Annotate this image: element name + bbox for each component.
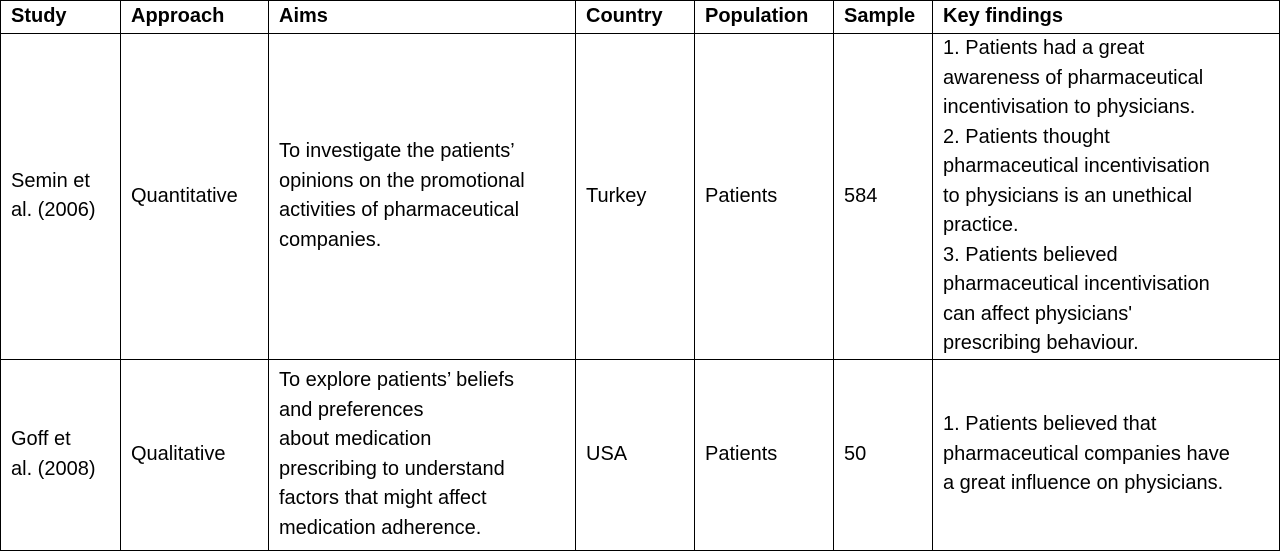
header-population: Population <box>694 0 834 34</box>
study-cell: Goff et al. (2008) <box>0 358 121 551</box>
approach-cell: Quantitative <box>120 33 269 360</box>
aims-line: opinions on the promotional <box>279 169 525 192</box>
findings-line: 1. Patients believed that <box>943 413 1157 436</box>
header-sample: Sample <box>833 0 933 34</box>
study-cell: Semin et al. (2006) <box>0 33 121 360</box>
aims-line: To explore patients’ beliefs <box>279 369 514 391</box>
aims-line: companies. <box>279 228 382 251</box>
aims-line: To investigate the patients’ <box>279 140 515 163</box>
sample-cell: 50 <box>833 358 933 551</box>
study-line: Goff et <box>11 428 71 450</box>
aims-line: prescribing to understand <box>279 457 505 480</box>
header-study: Study <box>0 0 121 34</box>
findings-line: 2. Patients thought <box>943 125 1110 148</box>
aims-line: factors that might affect <box>279 487 487 509</box>
findings-line: pharmaceutical incentivisation <box>943 273 1210 295</box>
aims-cell: To investigate the patients’ opinions on… <box>268 33 576 360</box>
findings-line: 1. Patients had a great <box>943 37 1145 59</box>
country-cell: Turkey <box>575 33 695 360</box>
header-country: Country <box>575 0 695 34</box>
findings-line: can affect physicians' <box>943 302 1133 325</box>
findings-line: pharmaceutical companies have <box>943 442 1230 465</box>
findings-line: to physicians is an unethical <box>943 184 1193 207</box>
approach-cell: Qualitative <box>120 358 269 551</box>
findings-line: awareness of pharmaceutical <box>943 66 1204 89</box>
findings-line: pharmaceutical incentivisation <box>943 155 1210 177</box>
findings-line: prescribing behaviour. <box>943 332 1139 354</box>
findings-line: a great influence on physicians. <box>943 472 1224 495</box>
findings-line: practice. <box>943 214 1019 236</box>
header-row: Study Approach Aims Country Population S… <box>0 0 1280 34</box>
study-line: al. (2008) <box>11 457 96 480</box>
table-row: Semin et al. (2006) Quantitative To inve… <box>0 33 1280 360</box>
study-line: al. (2006) <box>11 199 96 222</box>
sample-cell: 584 <box>833 33 933 360</box>
key-findings-cell: 1. Patients believed that pharmaceutical… <box>932 358 1280 551</box>
aims-cell: To explore patients’ beliefs and prefere… <box>268 358 576 551</box>
population-cell: Patients <box>694 33 834 360</box>
population-cell: Patients <box>694 358 834 551</box>
findings-line: incentivisation to physicians. <box>943 96 1196 118</box>
study-line: Semin et <box>11 169 90 192</box>
table-row: Goff et al. (2008) Qualitative To explor… <box>0 358 1280 551</box>
findings-line: 3. Patients believed <box>943 243 1118 266</box>
country-cell: USA <box>575 358 695 551</box>
header-aims: Aims <box>268 0 576 34</box>
aims-line: and preferences <box>279 398 424 421</box>
aims-line: activities of pharmaceutical <box>279 199 520 222</box>
aims-line: medication adherence. <box>279 516 482 539</box>
header-key-findings: Key findings <box>932 0 1280 34</box>
header-approach: Approach <box>120 0 269 34</box>
aims-line: about medication <box>279 428 432 450</box>
key-findings-cell: 1. Patients had a great awareness of pha… <box>932 33 1280 360</box>
